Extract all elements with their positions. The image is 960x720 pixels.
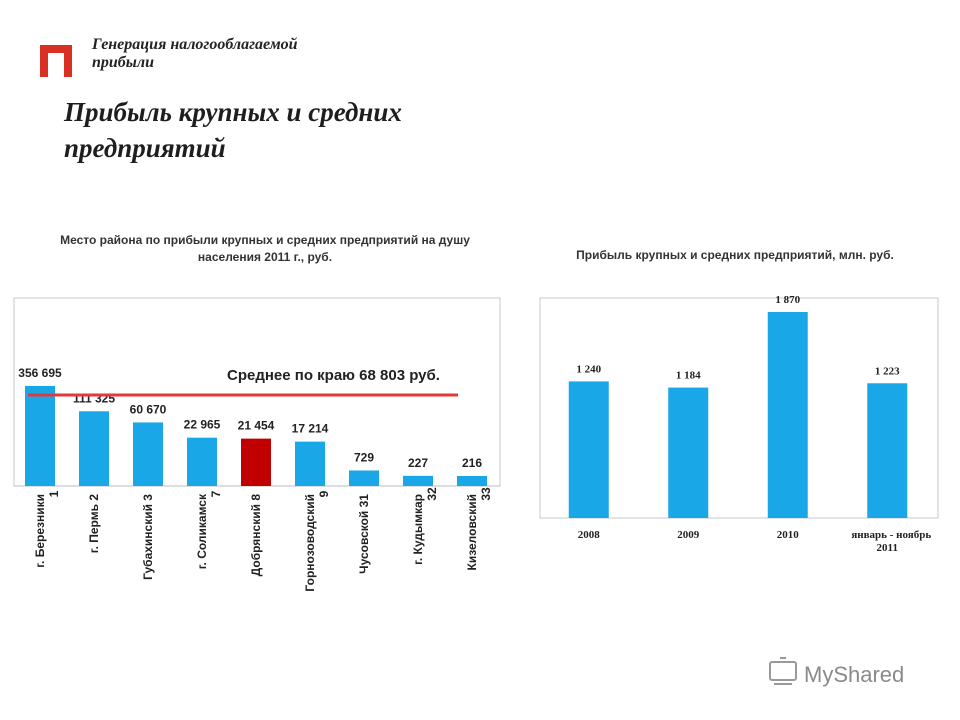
chart1-average-label: Среднее по краю 68 803 руб. [227,367,440,384]
chart1-category-label: г. Пермь 2 [87,494,101,554]
chart1-data-label: 21 454 [238,419,275,433]
watermark-icon [769,657,797,685]
chart1-data-label: 227 [408,456,428,470]
chart1-bar [241,438,271,486]
chart1-bar [79,411,109,486]
chart-profit-by-year: 1 240 2008 1 184 2009 1 870 2010 1 223 январь -… [539,294,939,554]
chart2-data-label: 1 184 [676,370,701,382]
chart1-category-label: Кизеловский33 [465,487,493,570]
chart2-category-label: 2010 [777,529,800,541]
chart2-bar [767,312,808,518]
chart1-bar [403,475,433,486]
chart1-data-label: 22 965 [184,418,221,432]
watermark: MyShared [769,657,904,687]
chart1-bar [187,437,217,486]
chart1-bar [457,476,487,486]
chart1-data-label: 356 695 [18,366,62,380]
chart2-data-label: 1 240 [576,363,601,375]
chart1-category-label: Горнозоводский9 [303,490,331,591]
section-label: Генерация налогооблагаемой прибыли [92,36,298,71]
chart1-category-label: г. Кудымкар32 [411,487,439,565]
chart2-title: Прибыль крупных и средних предприятий, м… [576,248,894,262]
chart1-data-label: 111 325 [73,391,115,405]
chart1-bar [25,386,55,486]
chart2-category-label: 2008 [578,529,601,541]
chart1-data-label: 60 670 [130,402,167,416]
chart1-category-label: г. Соликамск7 [195,490,223,569]
chart2-data-label: 1 223 [875,365,900,377]
chart1-bar [295,441,325,486]
chart-district-rank: 356 695 г. Березники1 111 325 г. Пермь 2 60 … [13,297,501,592]
watermark-text: MyShared [804,662,904,687]
chart1-data-label: 17 214 [292,422,329,436]
chart1-data-label: 216 [462,456,482,470]
chart2-bar [668,387,709,518]
chart1-category-label: г. Березники1 [33,490,61,567]
chart1-data-label: 729 [354,450,374,464]
chart2-bar [867,383,908,518]
chart2-category-label: январь - ноябрь 2011 [851,529,931,554]
page-title: Прибыль крупных и средних предприятий [64,97,402,163]
chart1-title: Место района по прибыли крупных и средни… [60,233,470,264]
chart2-bar [568,381,609,518]
logo-icon [40,45,72,77]
chart1-category-label: Губахинский 3 [141,494,155,580]
chart2-data-label: 1 870 [775,294,800,306]
chart1-category-label: Добрянский 8 [249,494,263,577]
chart1-category-label: Чусовской 31 [357,494,371,574]
chart1-bar [349,470,379,486]
chart2-category-label: 2009 [677,529,700,541]
chart1-bar [133,422,163,486]
